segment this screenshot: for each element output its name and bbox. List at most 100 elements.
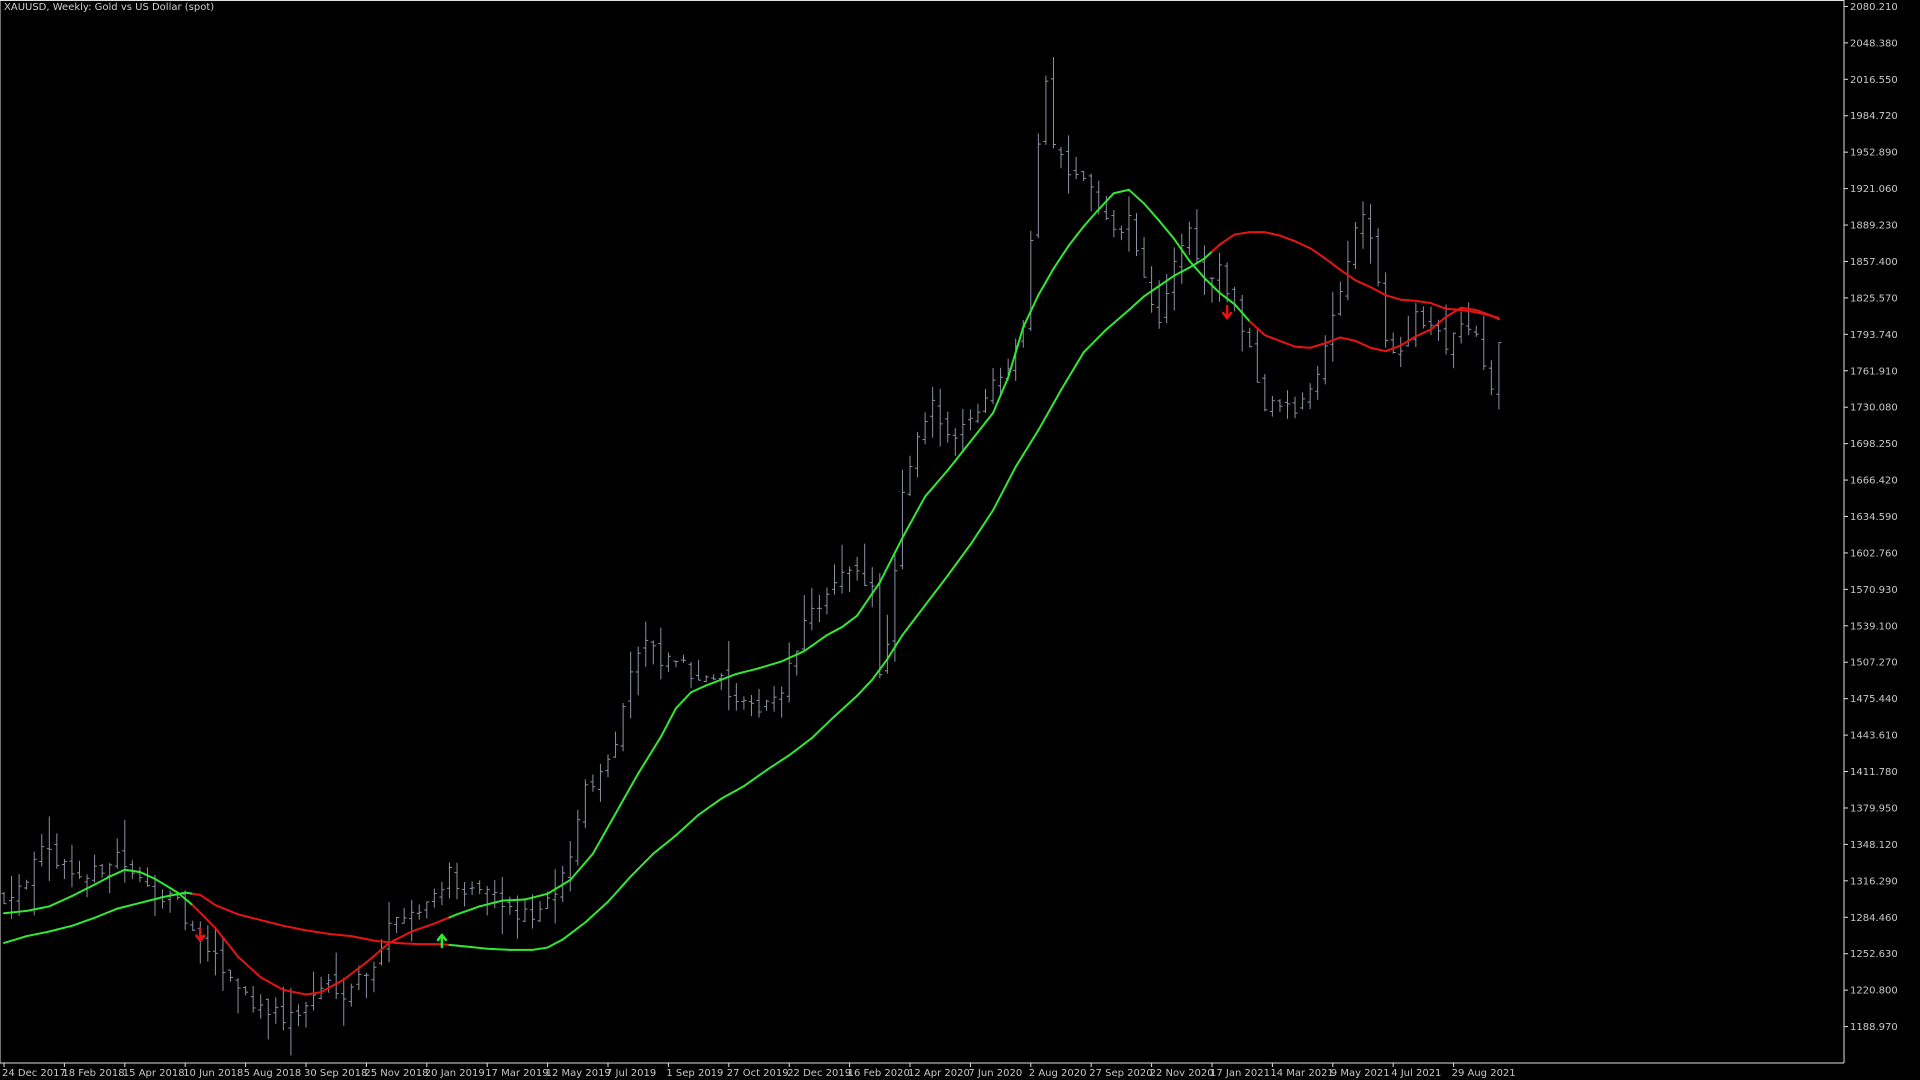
- ma-fast-segment: [531, 894, 542, 899]
- ma-fast-segment: [554, 883, 564, 891]
- ma-slow-segment: [939, 574, 949, 587]
- ma-slow-segment: [274, 922, 285, 927]
- ma-fast-segment: [229, 946, 240, 958]
- ma-slow-segment: [312, 930, 323, 934]
- ma-slow-segment: [229, 910, 240, 916]
- ma-slow-segment: [1218, 238, 1229, 246]
- ma-slow-segment: [448, 943, 458, 947]
- ma-fast-segment: [893, 536, 904, 554]
- ma-slow-segment: [1158, 279, 1168, 287]
- ma-fast-segment: [440, 916, 451, 922]
- ma-slow-segment: [320, 931, 330, 935]
- ma-fast-segment: [1256, 327, 1266, 337]
- ma-fast-segment: [1331, 336, 1342, 342]
- ma-slow-segment: [546, 942, 557, 949]
- ma-fast-segment: [1120, 188, 1130, 193]
- x-tick-label: 9 May 2021: [1331, 1068, 1390, 1079]
- ma-slow-segment: [531, 947, 542, 951]
- ma-slow-segment: [667, 834, 677, 843]
- ma-slow-segment: [40, 930, 51, 935]
- ma-slow-segment: [1475, 311, 1485, 316]
- ma-fast-segment: [758, 664, 768, 670]
- ma-fast-segment: [1346, 338, 1357, 342]
- y-tick-label: 2048.380: [1850, 38, 1898, 49]
- ma-fast-segment: [1037, 280, 1047, 297]
- ma-fast-segment: [939, 469, 949, 481]
- y-tick-label: 1634.590: [1850, 512, 1898, 523]
- ma-slow-segment: [1052, 389, 1062, 405]
- ma-slow-segment: [961, 543, 972, 556]
- ma-fast-segment: [1392, 344, 1402, 350]
- ma-slow-segment: [33, 932, 43, 936]
- x-tick-label: 5 Aug 2018: [244, 1068, 302, 1079]
- ma-fast-segment: [690, 687, 700, 694]
- ma-fast-segment: [63, 895, 73, 901]
- x-tick-label: 22 Nov 2020: [1150, 1068, 1214, 1079]
- ma-fast-segment: [1226, 297, 1236, 306]
- ma-fast-segment: [433, 919, 443, 925]
- ma-fast-segment: [486, 901, 496, 906]
- y-tick-label: 1475.440: [1850, 694, 1898, 705]
- ma-fast-segment: [1399, 339, 1410, 347]
- ma-slow-segment: [327, 932, 338, 936]
- chart-title: XAUUSD, Weekly: Gold vs US Dollar (spot): [4, 2, 215, 13]
- ma-slow-segment: [1180, 266, 1191, 273]
- x-tick-label: 2 Aug 2020: [1029, 1068, 1087, 1079]
- ma-slow-segment: [856, 686, 866, 697]
- ma-fast-segment: [493, 899, 504, 904]
- ma-fast-segment: [765, 662, 776, 667]
- ma-slow-segment: [1075, 351, 1085, 366]
- ma-fast-segment: [138, 871, 149, 877]
- ma-fast-segment: [1369, 346, 1380, 351]
- ma-fast-segment: [1429, 322, 1440, 331]
- ma-fast-segment: [607, 812, 617, 828]
- ma-fast-segment: [357, 961, 368, 970]
- ma-fast-segment: [55, 898, 66, 904]
- ma-fast-segment: [584, 852, 594, 864]
- ma-slow-segment: [909, 614, 919, 627]
- ma-slow-segment: [191, 892, 202, 896]
- ma-fast-segment: [546, 888, 557, 895]
- y-tick-label: 1889.230: [1850, 221, 1898, 232]
- ma-fast-segment: [1437, 315, 1448, 325]
- ma-fast-segment: [1414, 331, 1425, 338]
- ma-fast-segment: [1029, 294, 1040, 313]
- ma-slow-segment: [86, 916, 96, 922]
- ma-fast-segment: [1105, 192, 1115, 203]
- ma-fast-segment: [3, 911, 13, 915]
- ma-fast-segment: [1044, 267, 1055, 283]
- ma-slow-segment: [101, 910, 111, 916]
- ma-slow-segment: [561, 932, 572, 941]
- ma-slow-segment: [206, 899, 217, 907]
- x-tick-label: 17 Jan 2021: [1210, 1068, 1270, 1079]
- ma-slow-segment: [1022, 441, 1032, 456]
- y-tick-label: 1761.910: [1850, 366, 1898, 377]
- ma-fast-segment: [1195, 268, 1206, 279]
- y-tick-label: 1348.120: [1850, 840, 1898, 851]
- ma-fast-segment: [1211, 284, 1221, 294]
- ma-slow-segment: [576, 921, 587, 930]
- ma-slow-segment: [1203, 250, 1213, 260]
- y-tick-label: 1507.270: [1850, 658, 1898, 669]
- y-tick-label: 2016.550: [1850, 75, 1898, 86]
- ma-slow-segment: [267, 920, 277, 925]
- ma-fast-segment: [629, 772, 640, 788]
- ma-fast-segment: [1467, 307, 1478, 311]
- ma-slow-segment: [478, 946, 489, 950]
- y-tick-label: 1793.740: [1850, 330, 1898, 341]
- ma-fast-segment: [456, 910, 466, 916]
- ma-slow-segment: [1241, 231, 1251, 235]
- ma-fast-segment: [1233, 303, 1244, 314]
- ma-slow-segment: [146, 898, 156, 903]
- ma-slow-segment: [916, 604, 927, 617]
- y-tick-label: 1666.420: [1850, 476, 1898, 487]
- ma-slow-segment: [984, 509, 995, 523]
- ma-fast-segment: [18, 909, 28, 913]
- x-tick-label: 18 Feb 2018: [62, 1068, 124, 1079]
- ma-fast-segment: [282, 988, 292, 993]
- ma-slow-segment: [825, 715, 836, 725]
- ma-fast-segment: [946, 459, 957, 472]
- ma-fast-segment: [561, 879, 572, 886]
- ma-slow-segment: [1316, 252, 1327, 260]
